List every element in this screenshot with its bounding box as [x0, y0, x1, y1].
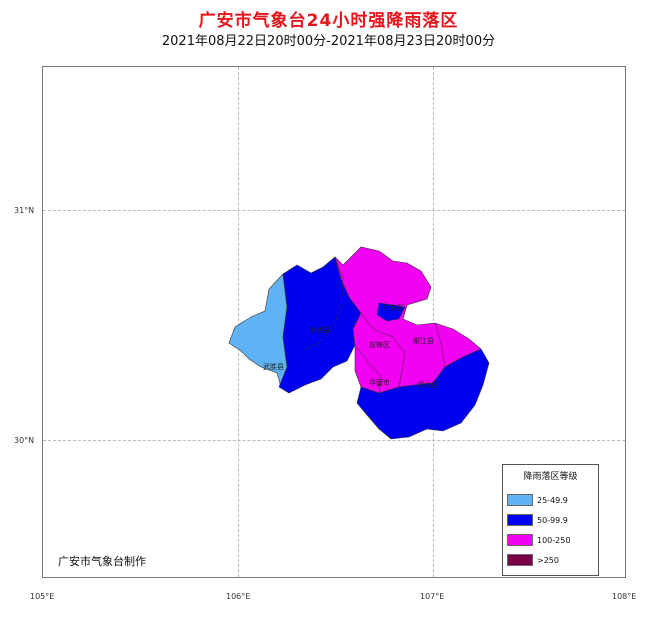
- place-label: 邻水县: [417, 380, 438, 389]
- lon-label: 106°E: [226, 592, 251, 601]
- legend-item: 100-250: [507, 533, 570, 547]
- legend-label: 25-49.9: [537, 495, 568, 505]
- region-blue-notch: [376, 302, 406, 322]
- legend-swatch: [507, 514, 533, 526]
- meridian-106: [238, 67, 239, 577]
- map-subtitle: 2021年08月22日20时00分-2021年08月23日20时00分: [161, 34, 496, 49]
- lat-label: 31°N: [14, 206, 35, 215]
- parallel-30: [43, 440, 625, 441]
- lon-label: 108°E: [612, 592, 637, 601]
- lon-label: 105°E: [30, 592, 55, 601]
- map-title: 广安市气象台24小时强降雨落区: [198, 11, 459, 31]
- region-blue-east: [356, 348, 490, 440]
- place-label: 武胜县: [263, 362, 284, 371]
- parallel-31: [43, 210, 625, 211]
- map-frame: 岳池县 广安区 前锋区 武胜县 华蓥市 邻水县 渠江县: [42, 66, 626, 578]
- legend-swatch: [507, 534, 533, 546]
- place-label: 渠江县: [413, 336, 434, 345]
- legend-label: 50-99.9: [537, 515, 568, 525]
- place-label: 华蓥市: [369, 378, 390, 387]
- legend-title: 降雨落区等级: [523, 472, 578, 482]
- place-label: 岳池县: [309, 325, 330, 334]
- meridian-107: [433, 67, 434, 577]
- place-label: 广安区: [383, 303, 404, 312]
- legend-swatch: [507, 494, 533, 506]
- rainfall-map: 岳池县 广安区 前锋区 武胜县 华蓥市 邻水县 渠江县: [228, 246, 490, 440]
- legend-item: 50-99.9: [507, 513, 568, 527]
- legend-item: 25-49.9: [507, 493, 568, 507]
- legend-item: >250: [507, 553, 559, 567]
- legend: 降雨落区等级 25-49.9 50-99.9 100-250 >250: [502, 464, 599, 576]
- place-label: 前锋区: [369, 340, 390, 349]
- legend-swatch: [507, 554, 533, 566]
- region-blue-west: [278, 256, 362, 394]
- lon-label: 107°E: [420, 592, 445, 601]
- lat-label: 30°N: [14, 436, 35, 445]
- legend-label: 100-250: [537, 535, 571, 545]
- legend-label: >250: [537, 555, 559, 565]
- credit-text: 广安市气象台制作: [58, 555, 146, 568]
